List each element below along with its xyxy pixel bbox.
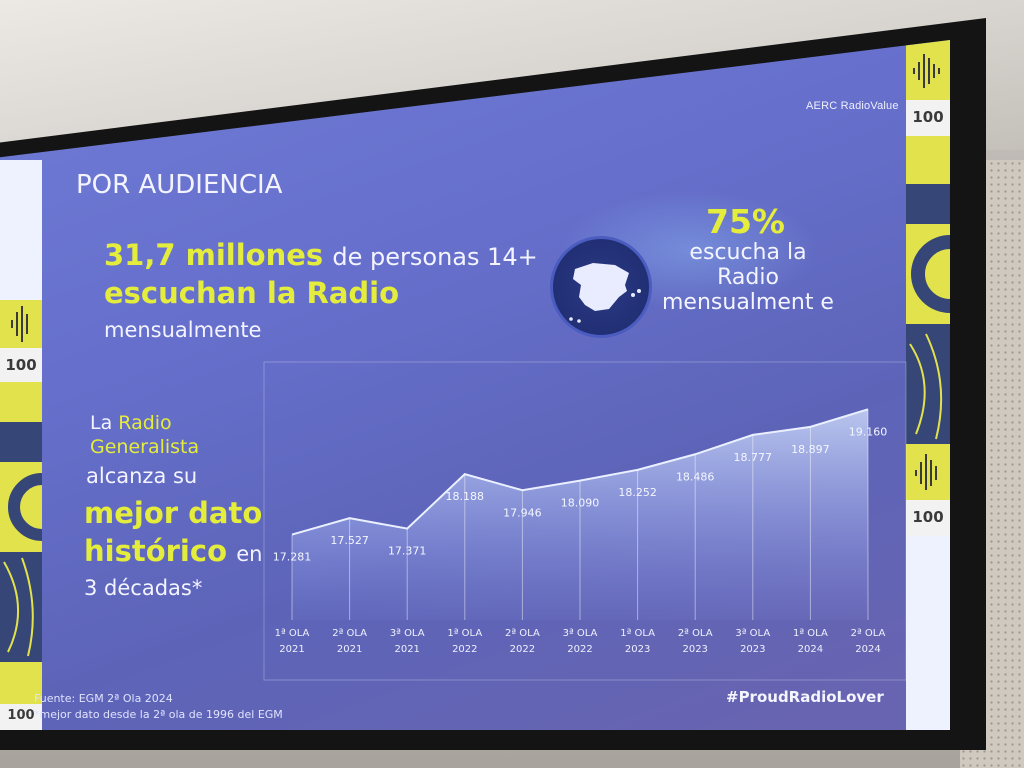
brand-logo: AERC RadioValue <box>806 100 899 112</box>
x-tick-label: 3ª OLA <box>563 628 598 639</box>
ring-decor <box>906 224 950 324</box>
badge-100: 100 <box>912 508 944 526</box>
headline-line2: escuchan la Radio <box>104 276 400 310</box>
right-decor-column: 100 100 <box>906 40 950 730</box>
x-tick-label: 2022 <box>567 644 592 655</box>
x-tick-label: 1ª OLA <box>447 628 482 639</box>
x-tick-label: 2023 <box>625 644 650 655</box>
x-tick-label: 2ª OLA <box>678 628 713 639</box>
data-label: 17.946 <box>503 506 542 519</box>
x-tick-label: 3ª OLA <box>390 628 425 639</box>
x-tick-label: 3ª OLA <box>735 628 770 639</box>
data-label: 17.371 <box>388 545 427 558</box>
share-text: escucha la Radio mensualment e <box>662 240 834 315</box>
x-tick-label: 2024 <box>798 644 823 655</box>
data-label: 17.281 <box>273 551 312 564</box>
x-tick-label: 2ª OLA <box>332 628 367 639</box>
x-tick-label: 2021 <box>337 644 362 655</box>
data-label: 18.252 <box>618 486 657 499</box>
x-tick-label: 1ª OLA <box>793 628 828 639</box>
badge-100: 100 <box>5 356 37 374</box>
audience-area-chart: 17.281 1ª OLA 2021 17.527 2ª OLA 2021 17.371 3ª… <box>263 361 907 681</box>
left-line5: histórico en <box>84 534 263 568</box>
x-tick-label: 2021 <box>279 644 304 655</box>
x-tick-label: 2ª OLA <box>851 628 886 639</box>
area-fill <box>292 409 868 620</box>
chart-frame <box>263 361 907 681</box>
spain-map-icon <box>550 236 652 338</box>
left-line6: 3 décadas* <box>84 576 203 600</box>
presentation-slide: 100 100 100 <box>0 40 950 730</box>
headline-rest: de personas 14+ <box>332 243 538 271</box>
sound-wave-icon <box>906 444 950 500</box>
badge-100: 100 <box>7 708 35 723</box>
x-tick-label: 1ª OLA <box>620 628 655 639</box>
left-line4: mejor dato <box>84 496 263 530</box>
data-label: 18.777 <box>734 451 773 464</box>
hashtag: #ProudRadioLover <box>726 688 884 706</box>
data-label: 17.527 <box>330 534 369 547</box>
left-line2: Generalista <box>90 436 200 458</box>
x-tick-label: 2021 <box>394 644 419 655</box>
area-line <box>291 408 869 536</box>
x-tick-label: 1ª OLA <box>275 628 310 639</box>
data-label: 18.188 <box>446 490 485 503</box>
x-tick-label: 2023 <box>740 644 765 655</box>
left-line3: alcanza su <box>86 464 198 488</box>
headline-line3: mensualmente <box>104 318 262 342</box>
slide-title: POR AUDIENCIA <box>76 170 283 200</box>
audience-number: 31,7 millones <box>104 238 324 272</box>
data-label: 18.897 <box>791 443 830 456</box>
data-label: 19.160 <box>849 425 888 438</box>
data-label: 18.090 <box>561 497 600 510</box>
share-percent: 75% <box>706 202 785 241</box>
left-line1: La Radio <box>90 412 172 434</box>
sound-wave-icon <box>0 300 42 348</box>
data-label: 18.486 <box>676 470 715 483</box>
x-tick-label: 2022 <box>452 644 477 655</box>
left-decor-column: 100 100 <box>0 160 76 730</box>
badge-100: 100 <box>912 108 944 126</box>
footnote: *mejor dato desde la 2ª ola de 1996 del … <box>34 708 283 721</box>
headline-line1: 31,7 millones de personas 14+ <box>104 238 538 272</box>
x-tick-label: 2023 <box>682 644 707 655</box>
x-tick-label: 2022 <box>510 644 535 655</box>
x-tick-label: 2024 <box>855 644 880 655</box>
x-tick-label: 2ª OLA <box>505 628 540 639</box>
source-note: Fuente: EGM 2ª Ola 2024 <box>34 692 173 705</box>
sound-wave-icon <box>906 40 950 100</box>
